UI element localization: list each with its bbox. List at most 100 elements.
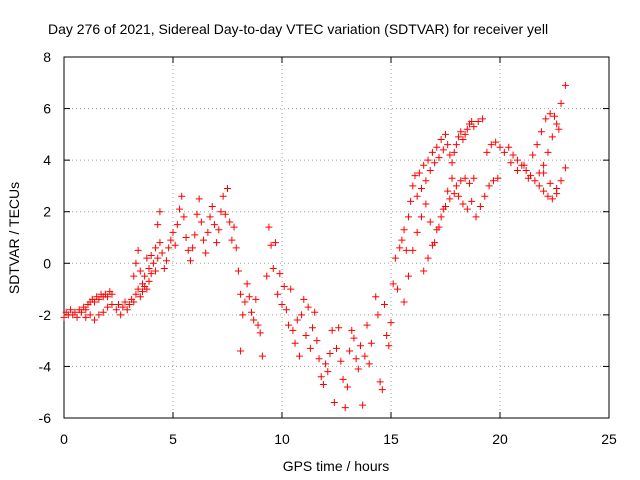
data-point: [77, 308, 85, 316]
data-point: [407, 197, 415, 205]
data-point: [204, 228, 212, 236]
data-point: [418, 213, 426, 221]
data-point: [455, 133, 463, 141]
data-point: [60, 313, 68, 321]
data-point: [487, 141, 495, 149]
data-point: [178, 192, 186, 200]
data-point: [306, 344, 314, 352]
data-point: [398, 236, 406, 244]
data-point: [424, 254, 432, 262]
data-point: [420, 161, 428, 169]
data-point: [82, 313, 90, 321]
data-point: [455, 192, 463, 200]
data-point: [158, 249, 166, 257]
data-point: [167, 236, 175, 244]
data-point: [125, 301, 133, 309]
data-point: [409, 182, 417, 190]
y-tick-labels: -6 -4 -2 0 2 4 6 8: [39, 49, 52, 426]
data-point: [330, 399, 338, 407]
data-point: [524, 174, 532, 182]
data-point: [411, 172, 419, 180]
data-point: [402, 246, 410, 254]
data-point: [483, 148, 491, 156]
data-point: [509, 151, 517, 159]
y-tick-label: 2: [43, 204, 51, 220]
data-point: [380, 301, 388, 309]
x-tick-label: 15: [383, 431, 399, 447]
data-point: [71, 308, 79, 316]
data-point: [413, 228, 421, 236]
data-point: [476, 203, 484, 211]
data-point: [450, 148, 458, 156]
data-point: [496, 143, 504, 151]
data-point: [376, 378, 384, 386]
data-point: [169, 228, 177, 236]
data-point: [400, 226, 408, 234]
data-point: [191, 231, 199, 239]
data-point: [470, 123, 478, 131]
data-point: [537, 128, 545, 136]
data-point: [561, 164, 569, 172]
data-point: [341, 404, 349, 412]
data-point: [492, 138, 500, 146]
data-point: [147, 270, 155, 278]
data-point: [474, 117, 482, 125]
data-point: [328, 326, 336, 334]
data-point: [444, 187, 452, 195]
data-point: [348, 326, 356, 334]
data-point: [339, 375, 347, 383]
data-point: [224, 185, 231, 193]
data-point: [540, 161, 548, 169]
data-point: [459, 200, 467, 208]
data-point: [309, 324, 317, 332]
data-point: [293, 316, 301, 324]
data-point: [457, 177, 465, 185]
data-point: [256, 329, 264, 337]
data-point: [82, 306, 90, 314]
data-point: [468, 197, 476, 205]
y-axis-label: SDTVAR / TECUs: [6, 182, 22, 294]
data-point: [442, 130, 449, 138]
data-point: [317, 373, 325, 381]
x-axis-label: GPS time / hours: [283, 458, 390, 474]
data-point: [265, 223, 273, 231]
x-tick-label: 5: [169, 431, 177, 447]
data-point: [147, 252, 155, 260]
x-tick-label: 25: [601, 431, 617, 447]
data-point: [269, 264, 277, 272]
data-point: [143, 285, 151, 293]
data-point: [448, 174, 456, 182]
data-point: [324, 368, 332, 376]
data-point: [134, 246, 142, 254]
data-point: [267, 241, 275, 249]
data-point: [472, 213, 480, 221]
data-point: [452, 141, 460, 149]
data-point: [282, 306, 290, 314]
data-point: [363, 321, 371, 329]
data-point: [108, 301, 116, 309]
x-tick-labels: 0 5 10 15 20 25: [60, 431, 617, 447]
data-point: [378, 386, 386, 394]
y-tick-label: -4: [39, 358, 52, 374]
data-point: [442, 203, 449, 211]
data-point: [289, 326, 297, 334]
data-point: [206, 213, 214, 221]
data-point: [452, 182, 460, 190]
data-point: [217, 208, 225, 216]
data-point: [531, 177, 539, 185]
data-point: [553, 185, 561, 193]
data-point: [551, 112, 558, 120]
data-point: [459, 136, 467, 144]
data-point: [322, 360, 330, 368]
data-point: [450, 190, 458, 198]
data-point: [132, 290, 140, 298]
data-point: [396, 244, 404, 252]
data-point: [193, 210, 201, 218]
data-point: [557, 99, 565, 107]
data-point: [154, 254, 162, 262]
data-point: [352, 355, 360, 363]
data-point: [145, 264, 153, 272]
data-point: [130, 298, 138, 306]
x-tick-label: 20: [492, 431, 508, 447]
data-point: [232, 244, 240, 252]
